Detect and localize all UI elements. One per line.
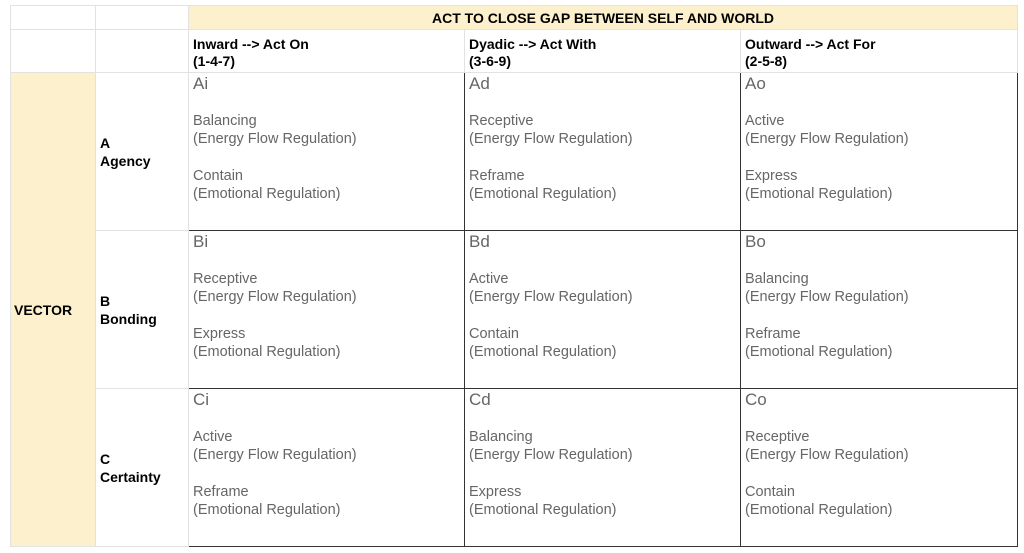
cell-code: Ad [469,74,490,93]
energy-subtitle: (Energy Flow Regulation) [745,131,909,147]
empty-cell[interactable] [10,5,96,30]
energy-mode: Active [193,429,233,445]
matrix-cell[interactable]: Bd Active (Energy Flow Regulation) Contai… [464,230,741,389]
energy-subtitle: (Energy Flow Regulation) [469,447,633,463]
column-header-label: Outward --> Act For [745,36,876,52]
emotion-subtitle: (Emotional Regulation) [469,344,617,360]
matrix-cell[interactable]: Cd Balancing (Energy Flow Regulation) Exp… [464,388,741,547]
column-header-label: Dyadic --> Act With [469,36,597,52]
cell-code: Ci [193,390,210,409]
energy-mode: Active [469,271,509,287]
energy-subtitle: (Energy Flow Regulation) [745,289,909,305]
row-label-agency[interactable]: A Agency [96,73,189,231]
table-title[interactable]: ACT TO CLOSE GAP BETWEEN SELF AND WORLD [189,5,1018,30]
energy-mode: Balancing [745,271,809,287]
energy-subtitle: (Energy Flow Regulation) [745,447,909,463]
matrix-cell[interactable]: Co Receptive (Energy Flow Regulation) Con… [740,388,1018,547]
emotion-subtitle: (Emotional Regulation) [193,344,341,360]
cell-code: Cd [469,390,491,409]
energy-subtitle: (Energy Flow Regulation) [193,447,357,463]
row-name: Bonding [100,310,157,327]
energy-subtitle: (Energy Flow Regulation) [469,131,633,147]
empty-cell[interactable] [96,30,189,73]
row-letter: C [100,450,111,467]
row-name: Agency [100,152,151,169]
energy-mode: Receptive [193,271,258,287]
emotion-mode: Reframe [193,484,249,500]
emotion-subtitle: (Emotional Regulation) [745,186,893,202]
energy-mode: Receptive [469,113,534,129]
emotion-subtitle: (Emotional Regulation) [745,502,893,518]
emotion-mode: Express [469,484,522,500]
row-label-bonding[interactable]: B Bonding [96,231,189,389]
column-header-numbers: (2-5-8) [745,53,788,69]
emotion-mode: Contain [193,168,243,184]
cell-code: Bo [745,232,766,251]
emotion-mode: Express [745,168,798,184]
vector-label[interactable]: VECTOR [10,73,96,547]
emotion-mode: Reframe [469,168,525,184]
column-header-numbers: (1-4-7) [193,53,236,69]
emotion-subtitle: (Emotional Regulation) [745,344,893,360]
matrix-cell[interactable]: Bo Balancing (Energy Flow Regulation) Ref… [740,230,1018,389]
cell-code: Bi [193,232,209,251]
matrix-cell[interactable]: Ad Receptive (Energy Flow Regulation) Ref… [464,72,741,231]
row-label-certainty[interactable]: C Certainty [96,389,189,547]
emotion-mode: Express [193,326,246,342]
emotion-mode: Contain [745,484,795,500]
row-letter: A [100,134,111,151]
energy-mode: Balancing [193,113,257,129]
cell-code: Ao [745,74,766,93]
emotion-mode: Reframe [745,326,801,342]
empty-cell[interactable] [96,5,189,30]
column-header-inward[interactable]: Inward --> Act On (1-4-7) [189,30,465,73]
column-header-numbers: (3-6-9) [469,53,512,69]
energy-subtitle: (Energy Flow Regulation) [469,289,633,305]
matrix-cell[interactable]: Ci Active (Energy Flow Regulation) Refram… [188,388,465,547]
energy-mode: Balancing [469,429,533,445]
energy-subtitle: (Energy Flow Regulation) [193,289,357,305]
energy-mode: Receptive [745,429,810,445]
row-name: Certainty [100,468,161,485]
cell-code: Bd [469,232,490,251]
cell-code: Ai [193,74,209,93]
column-header-label: Inward --> Act On [193,36,309,52]
emotion-subtitle: (Emotional Regulation) [193,186,341,202]
empty-cell[interactable] [10,30,96,73]
energy-subtitle: (Energy Flow Regulation) [193,131,357,147]
matrix-cell[interactable]: Bi Receptive (Energy Flow Regulation) Exp… [188,230,465,389]
column-header-dyadic[interactable]: Dyadic --> Act With (3-6-9) [465,30,741,73]
emotion-subtitle: (Emotional Regulation) [193,502,341,518]
spreadsheet-table: ACT TO CLOSE GAP BETWEEN SELF AND WORLD … [10,5,1018,547]
energy-mode: Active [745,113,785,129]
row-letter: B [100,292,111,309]
emotion-subtitle: (Emotional Regulation) [469,186,617,202]
column-header-outward[interactable]: Outward --> Act For (2-5-8) [741,30,1018,73]
matrix-cell[interactable]: Ao Active (Energy Flow Regulation) Expres… [740,72,1018,231]
matrix-cell[interactable]: Ai Balancing (Energy Flow Regulation) Con… [188,72,465,231]
emotion-subtitle: (Emotional Regulation) [469,502,617,518]
cell-code: Co [745,390,767,409]
emotion-mode: Contain [469,326,519,342]
